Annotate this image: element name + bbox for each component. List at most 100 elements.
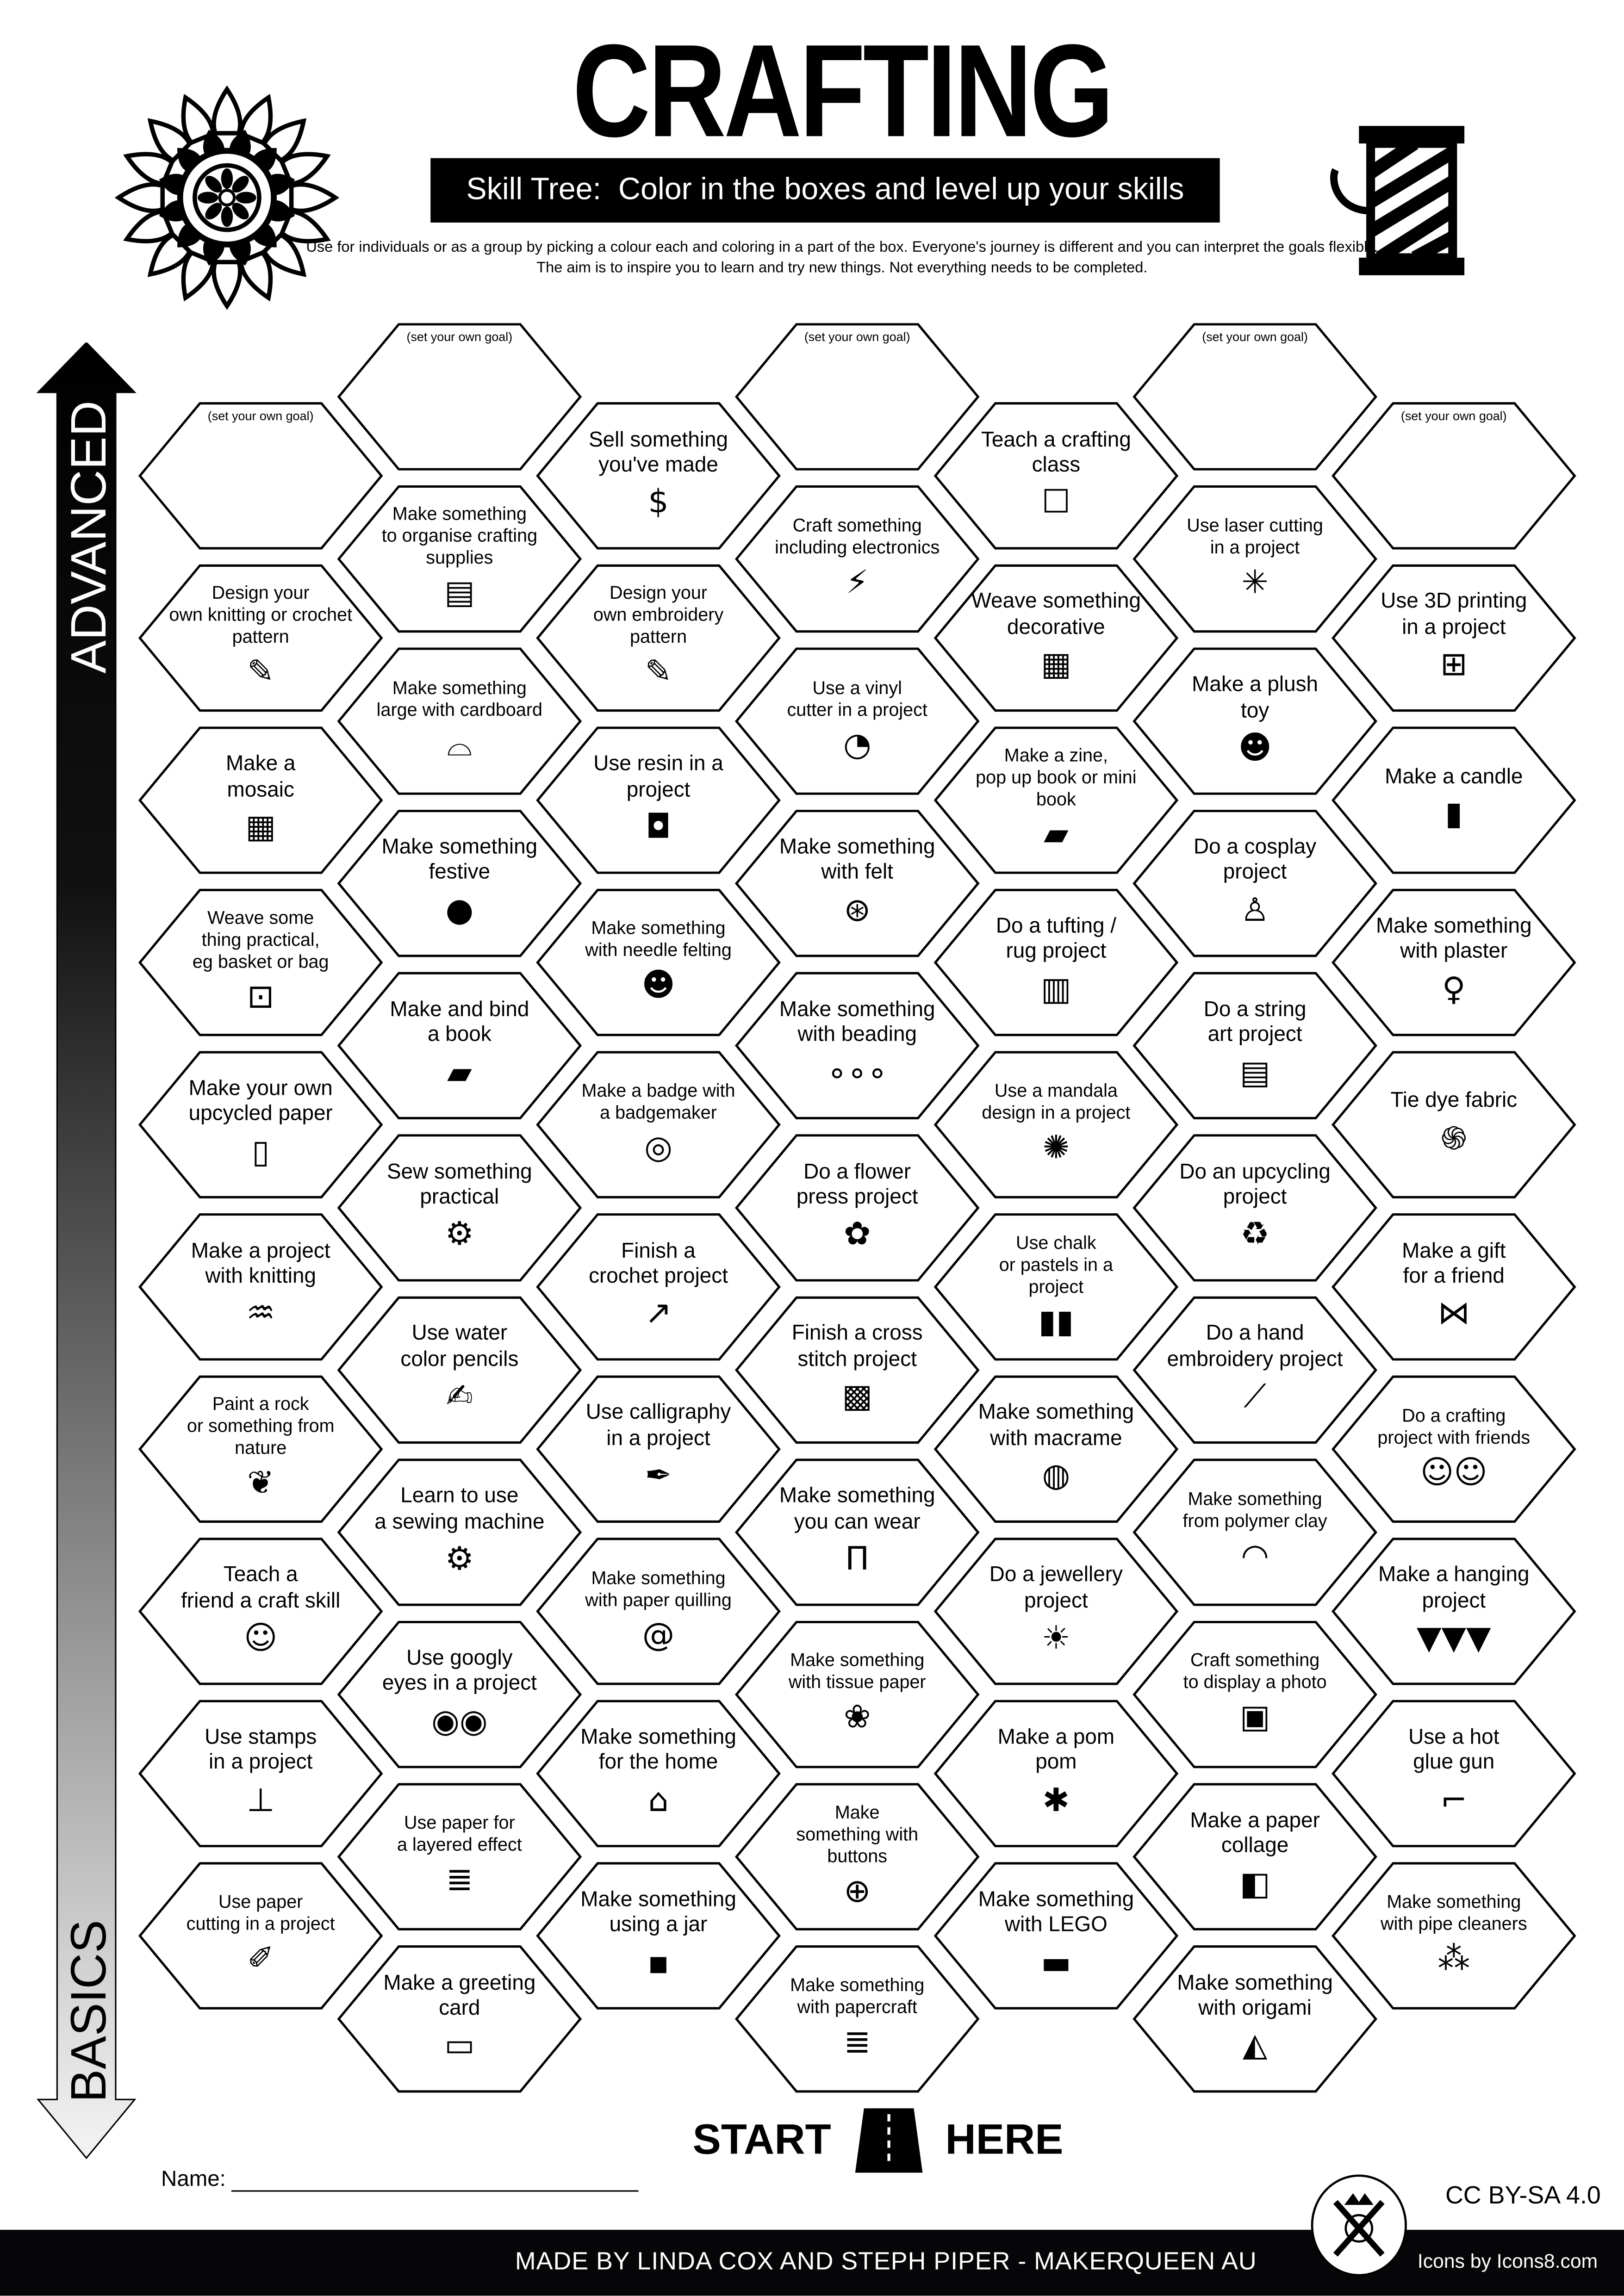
skill-hex[interactable] bbox=[138, 1700, 383, 1848]
skill-item[interactable]: Learn to use a sewing machine ⚙ bbox=[357, 1460, 562, 1605]
skill-item[interactable]: Design your own knitting or crochet patt… bbox=[158, 565, 363, 710]
skill-item[interactable]: Teach a friend a craft skill ☺ bbox=[158, 1539, 363, 1684]
skill-item[interactable]: Do a jewellery project ☀ bbox=[953, 1539, 1158, 1684]
skill-hex[interactable] bbox=[1331, 1538, 1576, 1685]
skill-hex[interactable] bbox=[337, 1458, 582, 1606]
skill-hex[interactable] bbox=[734, 1945, 980, 2093]
skill-item[interactable]: Make something large with cardboard ⌓ bbox=[357, 649, 562, 794]
skill-hex[interactable] bbox=[337, 1620, 582, 1769]
skill-item[interactable]: Do an upcycling project ♻ bbox=[1152, 1136, 1357, 1280]
skill-hex[interactable] bbox=[734, 323, 980, 471]
skill-hex[interactable] bbox=[1331, 1375, 1576, 1523]
skill-item[interactable]: Make something with paper quilling @ bbox=[556, 1539, 761, 1684]
skill-item[interactable]: Make something with plaster ♀ bbox=[1351, 890, 1556, 1035]
skill-item[interactable]: Make a plush toy ☻ bbox=[1152, 649, 1357, 794]
skill-hex[interactable] bbox=[1132, 647, 1377, 795]
skill-item[interactable]: Teach a crafting class ☐ bbox=[953, 403, 1158, 548]
skill-hex[interactable] bbox=[138, 564, 383, 712]
skill-item[interactable]: Do a tufting / rug project ▥ bbox=[953, 890, 1158, 1035]
skill-hex[interactable] bbox=[337, 972, 582, 1119]
skill-hex[interactable] bbox=[1132, 1296, 1377, 1444]
skill-item[interactable]: Design your own embroidery pattern ✎ bbox=[556, 565, 761, 710]
skill-item[interactable]: Finish a crochet project ↗ bbox=[556, 1215, 761, 1359]
skill-hex[interactable] bbox=[933, 1538, 1179, 1685]
skill-hex[interactable] bbox=[536, 1051, 781, 1198]
skill-item[interactable]: Make something with origami ◭ bbox=[1152, 1947, 1357, 2091]
skill-hex[interactable] bbox=[138, 1213, 383, 1361]
skill-hex[interactable] bbox=[337, 1134, 582, 1282]
skill-item[interactable]: Use stamps in a project ⊥ bbox=[158, 1701, 363, 1846]
skill-item[interactable]: Make a candle ▮ bbox=[1351, 728, 1556, 873]
skill-item[interactable]: Make a hanging project ▼▼▼ bbox=[1351, 1539, 1556, 1684]
skill-hex[interactable] bbox=[1331, 1213, 1576, 1361]
skill-item[interactable]: Finish a cross stitch project ▩ bbox=[755, 1297, 960, 1442]
skill-hex[interactable] bbox=[1132, 972, 1377, 1119]
skill-hex[interactable] bbox=[1132, 1945, 1377, 2093]
skill-item[interactable]: Make a mosaic ▦ bbox=[158, 728, 363, 873]
skill-hex[interactable] bbox=[536, 1375, 781, 1523]
skill-item[interactable]: Craft something including electronics ⚡ bbox=[755, 486, 960, 631]
skill-hex[interactable] bbox=[536, 402, 781, 550]
skill-hex[interactable] bbox=[734, 1783, 980, 1930]
skill-item[interactable]: Use a vinyl cutter in a project ◔ bbox=[755, 649, 960, 794]
skill-item[interactable]: Use googly eyes in a project ◉◉ bbox=[357, 1622, 562, 1767]
skill-item[interactable]: Paint a rock or something from nature ❦ bbox=[158, 1377, 363, 1521]
skill-hex[interactable] bbox=[933, 1213, 1179, 1361]
skill-hex[interactable] bbox=[734, 810, 980, 957]
skill-hex[interactable] bbox=[1331, 726, 1576, 874]
skill-item[interactable]: Make something with buttons ⊕ bbox=[755, 1784, 960, 1929]
skill-item[interactable]: Use a hot glue gun ⌐ bbox=[1351, 1701, 1556, 1846]
skill-item[interactable]: Make a pom pom ✱ bbox=[953, 1701, 1158, 1846]
name-field[interactable]: Name: bbox=[161, 2167, 639, 2192]
skill-hex[interactable] bbox=[734, 485, 980, 633]
skill-item[interactable]: Weave some thing practical, eg basket or… bbox=[158, 890, 363, 1035]
skill-item[interactable]: Make something using a jar ▪ bbox=[556, 1863, 761, 2008]
skill-hex[interactable] bbox=[1331, 1051, 1576, 1198]
skill-item[interactable]: Do a string art project ▤ bbox=[1152, 973, 1357, 1118]
skill-hex[interactable] bbox=[1132, 1620, 1377, 1769]
skill-hex[interactable] bbox=[734, 1296, 980, 1444]
skill-hex[interactable] bbox=[734, 1458, 980, 1606]
skill-hex[interactable] bbox=[337, 810, 582, 957]
skill-item[interactable]: Make something with felt ⊛ bbox=[755, 811, 960, 956]
skill-hex[interactable] bbox=[536, 564, 781, 712]
skill-hex[interactable] bbox=[337, 1296, 582, 1444]
skill-hex[interactable] bbox=[933, 402, 1179, 550]
skill-item[interactable]: Make something with macrame ◍ bbox=[953, 1377, 1158, 1521]
skill-hex[interactable] bbox=[1331, 888, 1576, 1036]
skill-item[interactable]: Make something with LEGO ▬ bbox=[953, 1863, 1158, 2008]
skill-hex[interactable] bbox=[536, 1700, 781, 1848]
skill-hex[interactable] bbox=[1132, 810, 1377, 957]
skill-hex[interactable] bbox=[138, 1051, 383, 1198]
skill-hex[interactable] bbox=[1132, 1134, 1377, 1282]
skill-item[interactable]: Make something with papercraft ≣ bbox=[755, 1947, 960, 2091]
skill-item[interactable]: Do a cosplay project ♙ bbox=[1152, 811, 1357, 956]
skill-item[interactable]: Use laser cutting in a project ✳ bbox=[1152, 486, 1357, 631]
skill-item[interactable]: Make something with needle felting ☻ bbox=[556, 890, 761, 1035]
skill-hex[interactable] bbox=[337, 1783, 582, 1930]
skill-hex[interactable] bbox=[1132, 485, 1377, 633]
skill-item[interactable]: Make something to organise crafting supp… bbox=[357, 486, 562, 631]
skill-item[interactable]: Weave something decorative ▦ bbox=[953, 565, 1158, 710]
skill-hex[interactable] bbox=[1331, 564, 1576, 712]
skill-hex[interactable] bbox=[337, 485, 582, 633]
skill-hex[interactable] bbox=[536, 1862, 781, 2010]
skill-hex[interactable] bbox=[933, 888, 1179, 1036]
skill-hex[interactable] bbox=[138, 1375, 383, 1523]
skill-item[interactable]: Make a paper collage ◧ bbox=[1152, 1784, 1357, 1929]
skill-hex[interactable] bbox=[734, 647, 980, 795]
skill-hex[interactable] bbox=[536, 1538, 781, 1685]
skill-hex[interactable] bbox=[138, 1538, 383, 1685]
skill-item[interactable]: Make something from polymer clay ◠ bbox=[1152, 1460, 1357, 1605]
skill-hex[interactable] bbox=[536, 726, 781, 874]
skill-item[interactable]: Make and bind a book ▰ bbox=[357, 973, 562, 1118]
skill-hex[interactable] bbox=[734, 972, 980, 1119]
skill-hex[interactable] bbox=[337, 1945, 582, 2093]
skill-item[interactable]: Make a project with knitting ♒ bbox=[158, 1215, 363, 1359]
skill-hex[interactable] bbox=[1331, 402, 1576, 550]
skill-item[interactable]: Use chalk or pastels in a project ▮▮ bbox=[953, 1215, 1158, 1359]
skill-item[interactable]: Make something with pipe cleaners ⁂ bbox=[1351, 1863, 1556, 2008]
skill-hex[interactable] bbox=[138, 1862, 383, 2010]
skill-item[interactable]: Use a mandala design in a project ✺ bbox=[953, 1052, 1158, 1197]
skill-hex[interactable] bbox=[138, 726, 383, 874]
